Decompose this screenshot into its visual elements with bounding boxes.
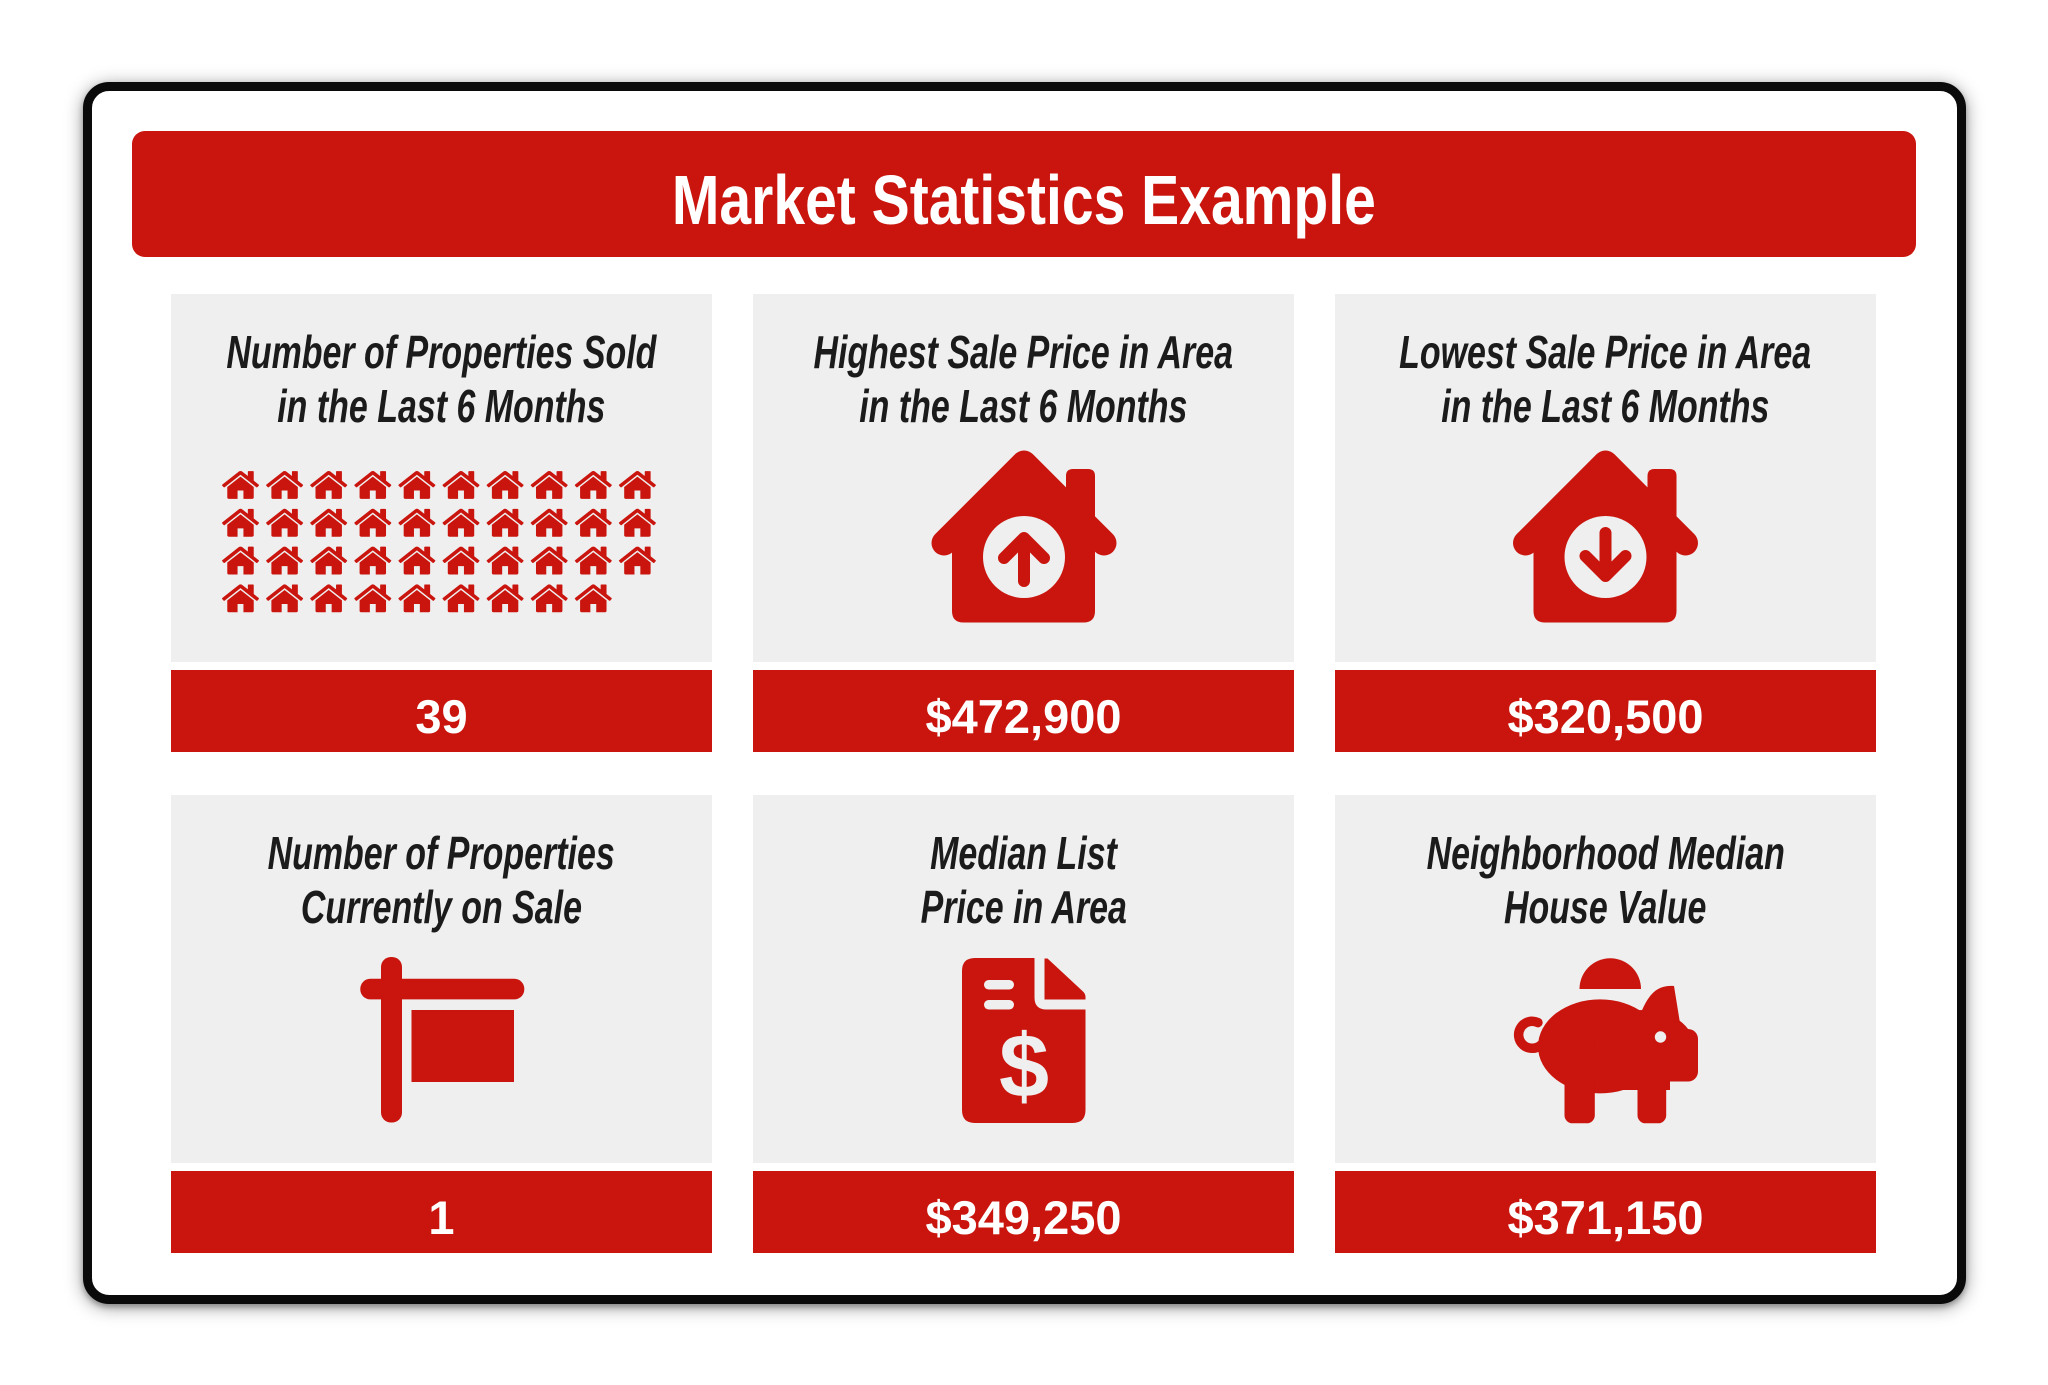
svg-text:$: $ [999,1017,1049,1117]
